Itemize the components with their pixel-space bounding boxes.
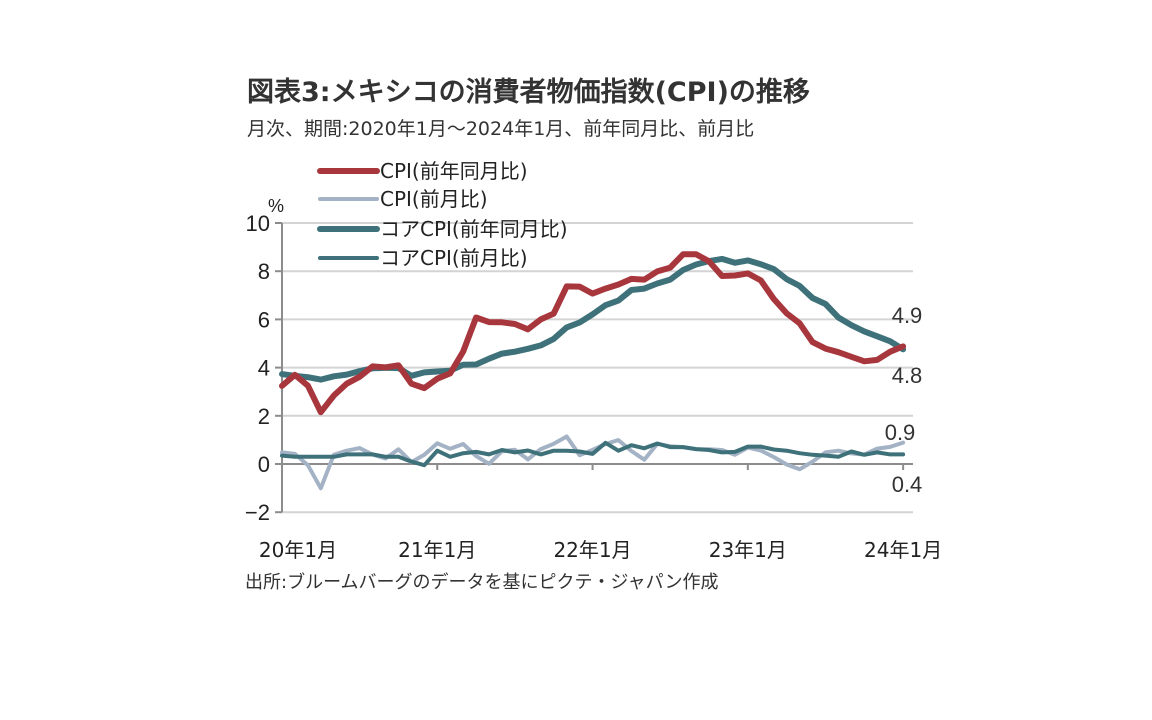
- x-tick-label: 23年1月: [709, 538, 787, 562]
- x-tick-label: 20年1月: [259, 538, 337, 562]
- x-axis-ticks: 20年1月 21年1月 22年1月 23年1月 24年1月: [259, 464, 942, 562]
- series-lines: [279, 251, 907, 491]
- y-tick-label: 2: [258, 404, 270, 429]
- y-axis-ticks: 10 8 6 4 2 0 −2: [245, 211, 282, 525]
- x-tick-label: 22年1月: [553, 538, 631, 562]
- legend-label: CPI(前月比): [380, 187, 488, 211]
- y-tick-label: −2: [245, 500, 270, 525]
- y-axis-unit-label: %: [268, 196, 284, 216]
- data-label: 0.4: [892, 472, 923, 497]
- chart-subtitle: 月次、期間:2020年1月～2024年1月、前年同月比、前月比: [247, 118, 755, 140]
- data-label: 4.9: [892, 303, 923, 328]
- legend-label: CPI(前年同月比): [380, 159, 528, 183]
- grid-lines: [282, 222, 913, 514]
- y-tick-label: 4: [258, 356, 270, 381]
- legend: CPI(前年同月比) CPI(前月比) コアCPI(前年同月比) コアCPI(前月比): [317, 159, 568, 270]
- source-note: 出所:ブルームバーグのデータを基にピクテ・ジャパン作成: [245, 572, 719, 593]
- y-tick-label: 10: [246, 211, 270, 236]
- annotations: 4.9 4.8 0.9 0.4: [885, 303, 923, 497]
- series-line-1: [280, 434, 906, 491]
- data-label: 0.9: [885, 420, 916, 445]
- y-tick-label: 6: [258, 307, 270, 332]
- y-tick-label: 0: [258, 452, 270, 477]
- x-tick-label: 24年1月: [864, 538, 942, 562]
- legend-label: コアCPI(前月比): [380, 246, 528, 270]
- y-tick-label: 8: [258, 259, 270, 284]
- chart-title: 図表3:メキシコの消費者物価指数(CPI)の推移: [247, 77, 810, 108]
- series-line-0: [279, 251, 907, 416]
- legend-label: コアCPI(前年同月比): [380, 217, 568, 241]
- data-label: 4.8: [892, 363, 923, 388]
- x-tick-label: 21年1月: [398, 538, 476, 562]
